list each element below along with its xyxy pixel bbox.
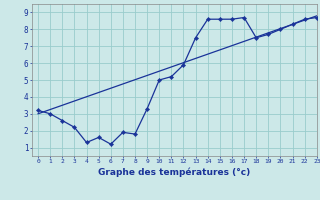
X-axis label: Graphe des températures (°c): Graphe des températures (°c) xyxy=(98,167,251,177)
